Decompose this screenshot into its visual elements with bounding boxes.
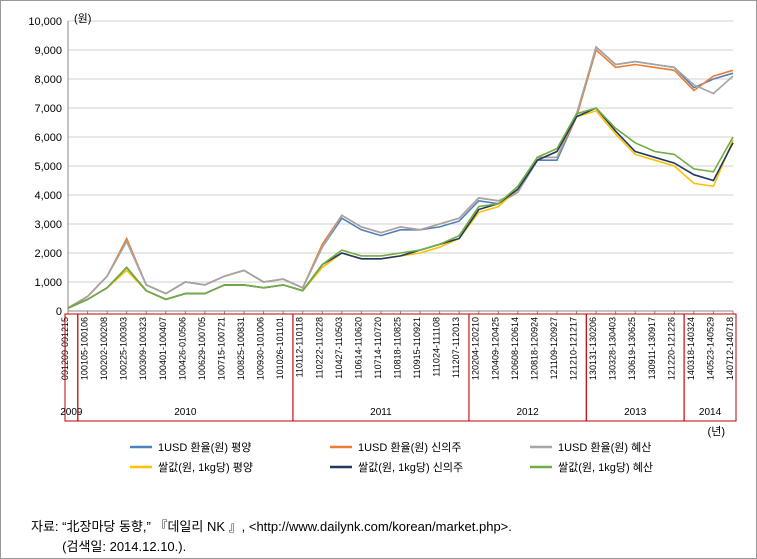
svg-text:110915-110921: 110915-110921 [412, 317, 422, 379]
svg-text:130619-130625: 130619-130625 [627, 317, 637, 380]
svg-text:100426-010506: 100426-010506 [177, 317, 187, 380]
svg-text:120608-120614: 120608-120614 [510, 317, 520, 380]
svg-text:110222-110228: 110222-110228 [314, 317, 324, 379]
svg-text:120204-120210: 120204-120210 [471, 317, 481, 380]
svg-text:140523-140529: 140523-140529 [705, 317, 715, 380]
caption-quote: “北장마당 동향,” [62, 519, 151, 534]
svg-text:110714-110720: 110714-110720 [373, 317, 383, 379]
svg-text:7,000: 7,000 [34, 103, 62, 115]
svg-text:110427-110503: 110427-110503 [334, 317, 344, 379]
svg-text:100105-100106: 100105-100106 [80, 317, 90, 380]
svg-text:100202-100208: 100202-100208 [99, 317, 109, 380]
svg-text:3,000: 3,000 [34, 219, 62, 231]
svg-text:(년): (년) [708, 425, 725, 438]
svg-text:쌀값(원, 1kg당) 평양: 쌀값(원, 1kg당) 평양 [158, 461, 253, 474]
svg-text:2014: 2014 [699, 407, 722, 418]
svg-text:121109-120927: 121109-120927 [549, 317, 559, 379]
svg-text:130131-130206: 130131-130206 [588, 317, 598, 380]
svg-text:9,000: 9,000 [34, 45, 62, 57]
svg-text:111207-112013: 111207-112013 [451, 317, 461, 378]
svg-text:1USD 환율(원) 혜산: 1USD 환율(원) 혜산 [558, 441, 651, 454]
svg-text:6,000: 6,000 [34, 132, 62, 144]
svg-text:100225-100303: 100225-100303 [119, 317, 129, 380]
svg-text:100401-100407: 100401-100407 [158, 317, 168, 380]
svg-text:2,000: 2,000 [34, 248, 62, 260]
svg-text:110112-110118: 110112-110118 [295, 317, 305, 377]
svg-text:2012: 2012 [517, 407, 540, 418]
svg-text:8,000: 8,000 [34, 74, 62, 86]
caption-url: <http://www.dailynk.com/korean/market.ph… [249, 519, 512, 534]
svg-text:1,000: 1,000 [34, 277, 62, 289]
svg-text:2013: 2013 [624, 407, 647, 418]
svg-text:121220-121226: 121220-121226 [666, 317, 676, 380]
svg-text:101026-101101: 101026-101101 [275, 317, 285, 379]
svg-text:2009: 2009 [60, 407, 83, 418]
svg-text:2011: 2011 [370, 407, 392, 418]
caption-prefix: 자료: [31, 519, 62, 534]
svg-text:100930-101006: 100930-101006 [256, 317, 266, 380]
figure-caption: 자료: “北장마당 동향,” 『데일리 NK 』, <http://www.da… [13, 517, 744, 556]
caption-date: (검색일: 2014.12.10.). [62, 539, 186, 554]
svg-text:140318-140324: 140318-140324 [686, 317, 696, 380]
svg-text:121210-121217: 121210-121217 [569, 317, 579, 380]
svg-text:쌀값(원, 1kg당) 혜산: 쌀값(원, 1kg당) 혜산 [558, 461, 653, 474]
svg-text:100715-100721: 100715-100721 [216, 317, 226, 380]
svg-text:10,000: 10,000 [28, 16, 62, 28]
svg-text:100629-100705: 100629-100705 [197, 317, 207, 380]
svg-text:100309-100323: 100309-100323 [138, 317, 148, 380]
svg-text:130328-130403: 130328-130403 [608, 317, 618, 380]
svg-text:111024-111108: 111024-111108 [432, 317, 442, 377]
svg-text:140712-140718: 140712-140718 [725, 317, 735, 380]
svg-text:쌀값(원, 1kg당) 신의주: 쌀값(원, 1kg당) 신의주 [358, 461, 463, 474]
svg-text:120818-120924: 120818-120924 [529, 317, 539, 380]
svg-text:100825-100831: 100825-100831 [236, 317, 246, 380]
svg-text:1USD 환율(원) 신의주: 1USD 환율(원) 신의주 [358, 441, 462, 454]
svg-text:110818-110825: 110818-110825 [393, 317, 403, 379]
svg-text:1USD 환율(원) 평양: 1USD 환율(원) 평양 [158, 441, 251, 454]
svg-text:130911-130917: 130911-130917 [647, 317, 657, 379]
svg-text:110614-110620: 110614-110620 [353, 317, 363, 379]
svg-text:5,000: 5,000 [34, 161, 62, 173]
caption-source: 『데일리 NK 』, [154, 519, 248, 534]
svg-text:0: 0 [56, 306, 62, 318]
svg-text:4,000: 4,000 [34, 190, 62, 202]
svg-text:120409-120425: 120409-120425 [490, 317, 500, 380]
figure-container: 0 1,000 2,000 3,000 4,000 5,000 6,000 7,000 8,00… [0, 0, 757, 559]
svg-text:(원): (원) [74, 12, 91, 25]
line-chart: 0 1,000 2,000 3,000 4,000 5,000 6,000 7,000 8,00… [13, 11, 744, 511]
svg-text:2010: 2010 [174, 407, 197, 418]
